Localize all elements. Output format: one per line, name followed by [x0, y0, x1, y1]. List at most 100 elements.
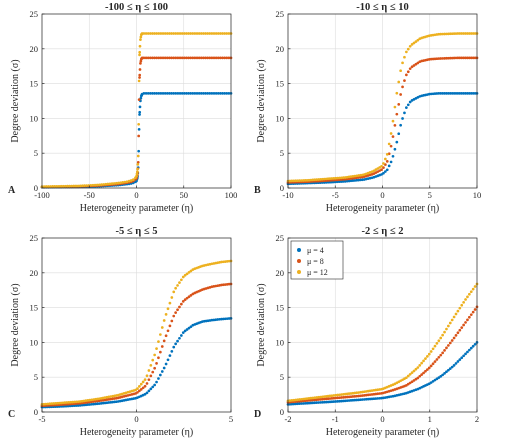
x-tick-label: -10 — [282, 190, 293, 200]
data-point — [181, 331, 185, 335]
data-point — [410, 65, 414, 69]
data-point — [73, 404, 76, 408]
panel-letter: A — [8, 185, 16, 196]
data-point — [445, 327, 448, 331]
data-point — [180, 56, 184, 60]
data-point — [469, 56, 473, 60]
data-point — [395, 112, 399, 116]
data-point — [322, 400, 326, 404]
data-point — [294, 179, 297, 183]
data-point — [160, 345, 164, 348]
data-point — [183, 298, 187, 301]
data-point — [140, 92, 144, 96]
data-point — [384, 157, 387, 161]
x-tick-label: 5 — [428, 190, 432, 200]
data-point — [95, 183, 99, 187]
y-tick-label: 5 — [280, 372, 284, 382]
data-point — [408, 44, 412, 48]
data-point — [78, 184, 82, 188]
data-point — [151, 358, 155, 362]
data-point — [429, 350, 433, 353]
data-point — [416, 61, 420, 65]
y-tick-label: 10 — [276, 113, 285, 123]
panel-title: -2 ≤ η ≤ 2 — [362, 226, 404, 237]
data-point — [437, 355, 441, 359]
data-point — [328, 400, 332, 404]
data-point — [319, 401, 322, 404]
data-point — [191, 56, 195, 60]
data-point — [452, 315, 456, 319]
data-point — [155, 347, 158, 350]
data-point — [137, 134, 141, 138]
data-point — [136, 167, 139, 171]
data-point — [458, 358, 462, 361]
y-axis-label: Degree deviation (σ) — [10, 59, 21, 142]
data-point — [416, 38, 420, 42]
data-point — [185, 296, 189, 300]
data-point — [437, 92, 441, 95]
data-point — [178, 32, 182, 35]
data-point — [76, 404, 80, 407]
x-tick-label: -2 — [284, 414, 291, 424]
data-point — [412, 369, 416, 373]
data-point — [199, 91, 203, 95]
data-point — [104, 182, 108, 186]
series-mu-8 — [286, 305, 479, 404]
data-point — [141, 380, 145, 384]
y-tick-label: 25 — [30, 9, 39, 19]
data-point — [144, 32, 148, 35]
data-point — [168, 324, 172, 328]
data-point — [47, 185, 50, 188]
data-point — [206, 91, 209, 95]
data-point — [180, 302, 183, 306]
data-point — [148, 91, 152, 95]
data-point — [466, 295, 469, 299]
data-point — [136, 160, 140, 164]
data-point — [210, 56, 214, 60]
data-point — [288, 402, 292, 406]
data-point — [441, 91, 444, 95]
series-mu-12 — [40, 259, 233, 406]
data-point — [445, 91, 448, 95]
data-point — [471, 32, 475, 35]
y-tick-label: 25 — [30, 233, 39, 243]
data-point — [136, 387, 139, 390]
data-point — [225, 56, 229, 60]
data-point — [140, 32, 144, 35]
data-point — [143, 384, 147, 388]
data-point — [408, 381, 412, 385]
data-point — [153, 91, 156, 95]
data-point — [162, 339, 166, 343]
data-point — [180, 91, 184, 95]
data-point — [189, 269, 193, 273]
data-point — [460, 303, 464, 307]
data-point — [418, 364, 422, 367]
data-point — [166, 329, 170, 333]
data-point — [399, 93, 402, 96]
data-point — [408, 67, 412, 71]
data-point — [443, 372, 446, 375]
y-tick-label: 25 — [276, 9, 285, 19]
data-point — [127, 179, 131, 183]
data-point — [208, 32, 212, 35]
data-point — [182, 91, 186, 95]
data-point — [138, 385, 141, 388]
data-point — [164, 334, 168, 338]
data-point — [468, 315, 471, 319]
data-point — [460, 326, 464, 329]
data-point — [458, 91, 462, 95]
data-point — [138, 50, 142, 54]
legend-label: μ = 8 — [307, 257, 324, 266]
data-point — [168, 301, 172, 305]
data-point — [97, 183, 101, 187]
data-point — [462, 300, 465, 304]
data-point — [340, 180, 343, 183]
data-point — [157, 377, 160, 380]
data-point — [330, 400, 334, 404]
data-point — [221, 56, 224, 60]
data-point — [187, 91, 190, 95]
data-point — [66, 184, 69, 188]
y-tick-label: 15 — [276, 303, 285, 313]
data-point — [412, 379, 416, 382]
data-point — [466, 350, 469, 354]
